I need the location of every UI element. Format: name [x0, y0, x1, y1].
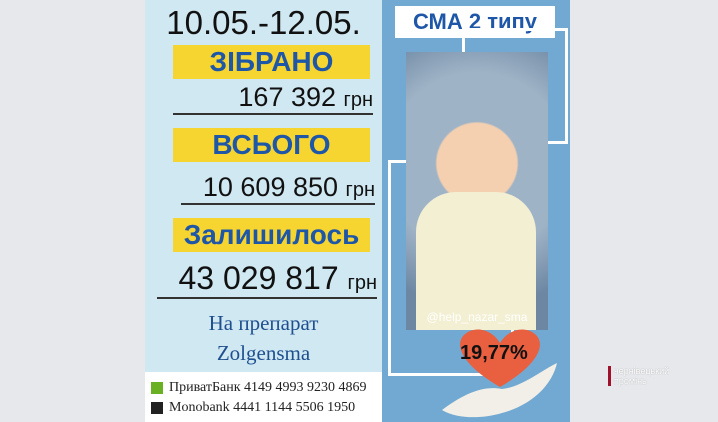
privatbank-icon [151, 382, 163, 394]
currency: грн [347, 272, 377, 294]
total-label: ВСЬОГО [173, 128, 370, 162]
child-photo: @help_nazar_sma [406, 52, 548, 330]
photo-panel: СМА 2 типу @help_nazar_sma 19,77% [382, 0, 570, 422]
collected-value: 167 392 [238, 82, 337, 112]
channel-logo: чернівецький промінь [608, 366, 669, 386]
bank-privat-text: ПриватБанк 4149 4993 9230 4869 [169, 380, 367, 395]
heart-hand-icon [442, 329, 557, 418]
bank-mono-text: Monobank 4441 1144 5506 1950 [169, 400, 356, 415]
drug-line2: Zolgensma [216, 341, 311, 365]
info-panel: 10.05.-12.05. ЗІБРАНО 167 392 грн ВСЬОГО… [145, 0, 382, 422]
bank-mono: Monobank 4441 1144 5506 1950 [151, 400, 355, 416]
total-amount: 10 609 850 грн [181, 172, 375, 205]
diagnosis-title: СМА 2 типу [395, 6, 555, 38]
child-shirt [416, 192, 536, 330]
instagram-handle: @help_nazar_sma [426, 310, 528, 324]
bank-details: ПриватБанк 4149 4993 9230 4869 Monobank … [145, 372, 382, 422]
remaining-label: Залишилось [173, 218, 370, 252]
collected-label: ЗІБРАНО [173, 45, 370, 79]
remaining-value: 43 029 817 [178, 260, 339, 296]
monobank-icon [151, 402, 163, 414]
currency: грн [343, 89, 373, 111]
logo-line1: чернівецький [614, 366, 670, 376]
collected-amount: 167 392 грн [173, 82, 373, 115]
hand-icon [442, 363, 557, 418]
total-value: 10 609 850 [202, 172, 339, 202]
currency: грн [345, 179, 375, 201]
remaining-amount: 43 029 817 грн [157, 260, 377, 299]
drug-line1: На препарат [208, 311, 319, 335]
progress-percent: 19,77% [460, 342, 528, 364]
bank-privat: ПриватБанк 4149 4993 9230 4869 [151, 380, 367, 396]
dates: 10.05.-12.05. [166, 4, 361, 41]
logo-line2: промінь [614, 376, 647, 386]
heart-icon [460, 329, 540, 387]
